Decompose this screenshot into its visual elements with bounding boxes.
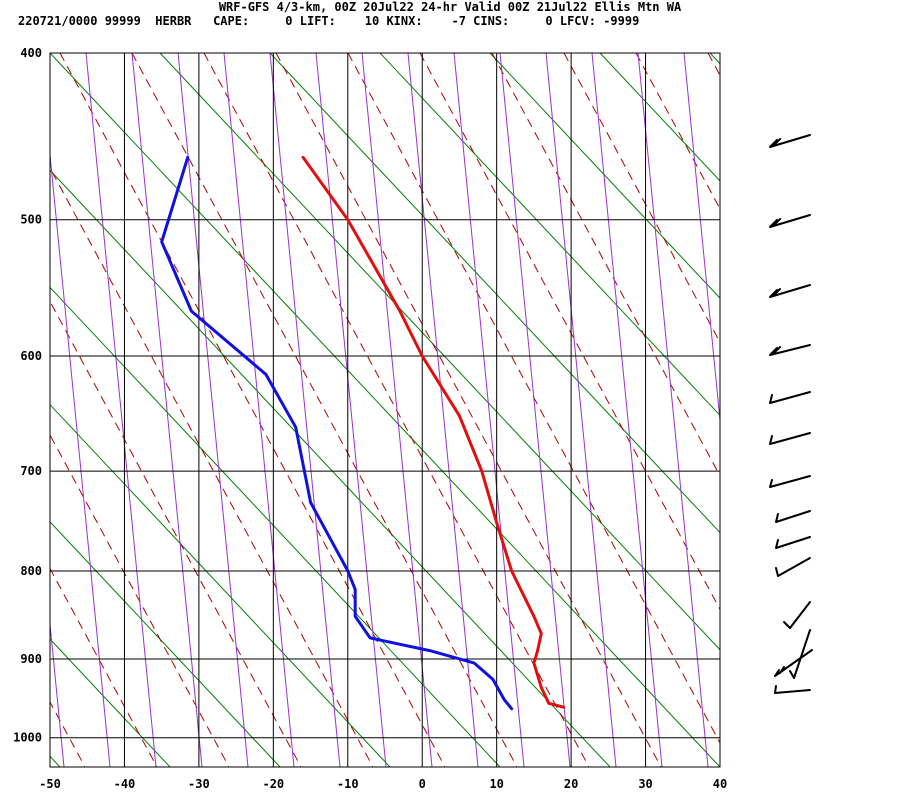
- mixing-ratio-line: [453, 53, 525, 767]
- dry-adiabat: [50, 521, 281, 767]
- x-tick-label: -30: [188, 777, 210, 791]
- plot-frame: [49, 52, 721, 768]
- x-tick-label: -40: [114, 777, 136, 791]
- x-tick-label: 10: [489, 777, 503, 791]
- mixing-ratio-line: [269, 53, 341, 767]
- y-tick-label: 700: [20, 464, 42, 478]
- dry-adiabat: [379, 53, 720, 417]
- mixing-ratio-line: [131, 53, 203, 767]
- mixing-ratio-line: [315, 53, 387, 767]
- wind-barb: [769, 432, 811, 445]
- mixing-ratio-line: [407, 53, 479, 767]
- y-tick-label: 1000: [13, 731, 42, 745]
- mixing-ratio-line: [0, 53, 18, 767]
- series-layer: [160, 155, 566, 711]
- mixing-ratio-line: [50, 619, 65, 767]
- dry-adiabat: [269, 53, 720, 534]
- moist-adiabat: [275, 53, 662, 767]
- wind-barb: [769, 134, 811, 148]
- mixing-ratio-line: [361, 53, 433, 767]
- wind-barb: [774, 649, 813, 677]
- dry-adiabat: [50, 638, 171, 767]
- moist-adiabat: [131, 53, 518, 767]
- stability-indices: 220721/0000 99999 HERBR CAPE: 0 LIFT: 10…: [18, 14, 640, 28]
- x-tick-label: 20: [564, 777, 578, 791]
- mixing-ratio-line: [223, 53, 295, 767]
- moist-adiabat: [491, 53, 720, 477]
- moist-adiabat: [50, 567, 158, 767]
- wind-barb: [775, 536, 811, 549]
- wind-barb: [769, 214, 811, 228]
- moist-adiabat: [59, 53, 446, 767]
- y-tick-label: 800: [20, 564, 42, 578]
- mixing-ratio-line: [499, 53, 571, 767]
- wind-barb: [774, 685, 811, 694]
- y-tick-label: 500: [20, 213, 42, 227]
- wind-barbs: [769, 134, 813, 694]
- moist-adiabat: [0, 53, 13, 767]
- x-tick-label: -50: [39, 777, 61, 791]
- mixing-ratio-line: [545, 53, 617, 767]
- wind-barb: [769, 344, 811, 356]
- dry-adiabat: [50, 286, 501, 767]
- wind-barb: [769, 284, 811, 298]
- wind-barb: [769, 391, 811, 404]
- moist-adiabat: [50, 701, 86, 767]
- dry-adiabat: [599, 53, 720, 182]
- y-tick-label: 900: [20, 652, 42, 666]
- y-tick-label: 400: [20, 46, 42, 60]
- dewpoint-profile-line: [160, 155, 514, 711]
- dry-adiabat: [50, 53, 720, 767]
- mixing-ratio-line: [683, 53, 720, 426]
- dry-adiabat: [820, 53, 900, 767]
- mixing-ratio-line: [50, 149, 111, 767]
- x-tick-label: 0: [419, 777, 426, 791]
- x-tick-label: -20: [262, 777, 284, 791]
- temperature-profile-line: [301, 155, 566, 709]
- dry-adiabat: [709, 53, 720, 65]
- moist-adiabat: [635, 53, 720, 210]
- wind-barb: [775, 557, 811, 577]
- moist-adiabat: [50, 433, 230, 767]
- moist-adiabat: [563, 53, 720, 344]
- wind-barb: [769, 475, 811, 488]
- dry-adiabat: [50, 403, 391, 767]
- y-tick-label: 600: [20, 349, 42, 363]
- wind-barb: [775, 510, 811, 523]
- dry-adiabat: [159, 53, 720, 651]
- mixing-ratio-line: [85, 53, 157, 767]
- mixing-ratio-line: [637, 53, 709, 767]
- wind-barb: [783, 601, 811, 629]
- x-tick-label: -10: [337, 777, 359, 791]
- x-tick-label: 40: [713, 777, 727, 791]
- mixing-ratio-line: [177, 53, 249, 767]
- wind-barb: [789, 629, 811, 679]
- x-tick-label: 30: [638, 777, 652, 791]
- tick-labels: -50 -40 -30 -20 -10 0 10 20 30 40 400 500 600 700 800 9…: [13, 46, 727, 791]
- mixing-ratio-line: [591, 53, 663, 767]
- moist-adiabat: [707, 53, 720, 77]
- background-lines: [0, 53, 900, 767]
- dry-adiabat: [489, 53, 720, 299]
- chart-title: WRF-GFS 4/3-km, 00Z 20Jul22 24-hr Valid …: [218, 0, 682, 14]
- moist-adiabat: [347, 53, 720, 744]
- moist-adiabat: [419, 53, 720, 611]
